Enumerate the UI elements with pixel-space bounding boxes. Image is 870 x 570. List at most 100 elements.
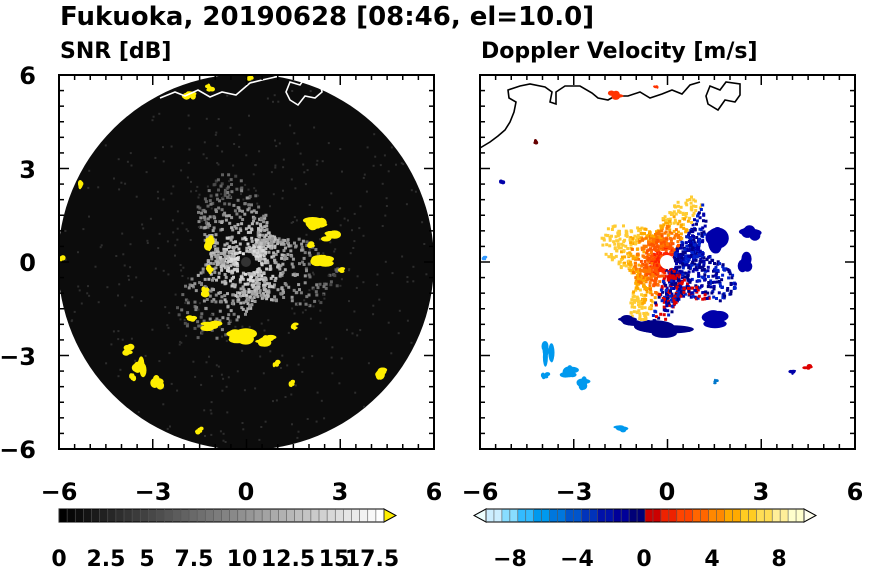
snr-noise-cell xyxy=(398,309,401,312)
velocity-echo-cell xyxy=(640,264,644,268)
snr-echo-cell xyxy=(271,298,275,302)
velocity-echo-cell xyxy=(653,238,657,242)
velocity-echo-cell xyxy=(662,274,666,278)
velocity-echo-cell xyxy=(700,234,704,237)
snr-echo-cell xyxy=(223,279,227,283)
snr-echo-cell xyxy=(265,228,269,232)
velocity-echo-cell xyxy=(649,291,653,295)
snr-noise-cell xyxy=(372,313,375,316)
velocity-echo-cell xyxy=(702,263,706,267)
snr-echo-cell xyxy=(251,246,255,250)
snr-noise-cell xyxy=(137,411,140,413)
snr-echo-cell xyxy=(282,296,286,299)
velocity-echo-cell xyxy=(701,239,705,243)
snr-echo-cell xyxy=(223,254,227,258)
snr-noise-cell xyxy=(279,367,282,369)
snr-noise-cell xyxy=(197,226,200,228)
velocity-echo-cell xyxy=(611,225,615,229)
velocity-echo-cell xyxy=(692,211,696,215)
velocity-echo-cell xyxy=(704,219,708,223)
snr-noise-cell xyxy=(187,299,190,302)
velocity-echo-cell xyxy=(694,297,698,301)
snr-noise-cell xyxy=(351,229,353,232)
snr-noise-cell xyxy=(203,141,206,144)
velocity-echo-cell xyxy=(666,293,670,297)
snr-echo-cell xyxy=(263,228,267,232)
velocity-echo-cell xyxy=(706,275,710,279)
snr-noise-cell xyxy=(316,391,319,394)
velocity-echo-cell xyxy=(694,284,698,288)
snr-echo-cell xyxy=(268,264,272,268)
snr-echo-cell xyxy=(204,200,208,204)
snr-noise-cell xyxy=(170,192,173,195)
snr-noise-cell xyxy=(176,238,179,241)
snr-echo-cell xyxy=(224,218,228,222)
velocity-colorbar-segment xyxy=(549,509,559,522)
snr-echo-cell xyxy=(336,267,340,271)
snr-echo-cell xyxy=(208,199,212,203)
velocity-echo-cell xyxy=(616,234,620,238)
snr-noise-cell xyxy=(241,349,244,352)
velocity-echo-cell xyxy=(679,292,683,296)
velocity-echo-cell xyxy=(639,299,643,303)
snr-noise-cell xyxy=(229,195,232,198)
snr-echo-cell xyxy=(256,239,260,242)
snr-noise-cell xyxy=(169,425,171,428)
snr-echo-cell xyxy=(229,178,233,182)
snr-echo-cell xyxy=(281,238,285,242)
snr-echo-cell xyxy=(203,215,207,219)
velocity-echo-cell xyxy=(680,256,684,260)
snr-echo-cell xyxy=(203,233,207,237)
velocity-echo-cell xyxy=(721,263,725,267)
velocity-echo-cell xyxy=(635,247,639,251)
snr-echo-cell xyxy=(205,298,209,301)
snr-noise-cell xyxy=(312,305,315,308)
snr-noise-cell xyxy=(197,196,200,199)
snr-noise-cell xyxy=(256,202,259,205)
snr-noise-cell xyxy=(258,438,261,441)
velocity-echo-cell xyxy=(695,219,699,223)
velocity-echo-cell xyxy=(695,222,698,226)
velocity-echo-cell xyxy=(637,229,641,233)
snr-echo-cell xyxy=(318,282,322,286)
snr-echo-cell xyxy=(222,247,226,251)
snr-echo-cell xyxy=(262,285,266,289)
snr-noise-cell xyxy=(214,133,217,136)
snr-echo-cell xyxy=(267,231,271,235)
snr-echo-cell xyxy=(315,293,319,297)
snr-echo-cell xyxy=(190,277,194,281)
velocity-echo-patch xyxy=(542,347,548,367)
snr-colorbar-segment xyxy=(302,509,312,522)
snr-colorbar-segment xyxy=(91,509,101,522)
velocity-echo-patch xyxy=(807,365,811,369)
velocity-colorbar-segment xyxy=(756,509,765,522)
snr-echo-cell xyxy=(238,250,242,254)
velocity-echo-cell xyxy=(677,234,680,237)
snr-colorbar-segment xyxy=(67,509,76,522)
snr-echo-cell xyxy=(228,236,232,240)
velocity-echo-cell xyxy=(638,312,642,316)
velocity-echo-cell xyxy=(699,257,703,261)
velocity-echo-cell xyxy=(676,294,680,298)
velocity-echo-cell xyxy=(663,215,667,219)
velocity-echo-cell xyxy=(643,287,647,291)
snr-echo-cell xyxy=(235,256,239,260)
velocity-echo-cell xyxy=(629,269,633,273)
snr-echo-cell xyxy=(259,216,263,220)
snr-echo-cell xyxy=(215,336,219,340)
snr-panel: SNR [dB] −6 −3 0 3 6 6 3 0 −3 −6 0 2.5 xyxy=(0,39,442,570)
snr-noise-cell xyxy=(340,357,343,360)
snr-echo-cell xyxy=(229,279,232,283)
velocity-echo-cell xyxy=(634,281,638,285)
velocity-echo-cell xyxy=(680,236,684,240)
snr-echo-cell xyxy=(250,239,254,243)
snr-noise-cell xyxy=(135,195,138,198)
snr-echo-cell xyxy=(274,252,278,256)
snr-echo-cell xyxy=(244,272,247,276)
snr-echo-cell xyxy=(259,242,263,246)
snr-noise-cell xyxy=(243,389,246,392)
velocity-echo-cell xyxy=(661,269,665,273)
snr-noise-cell xyxy=(178,343,181,346)
snr-echo-cell xyxy=(262,244,266,248)
snr-noise-cell xyxy=(289,124,292,127)
